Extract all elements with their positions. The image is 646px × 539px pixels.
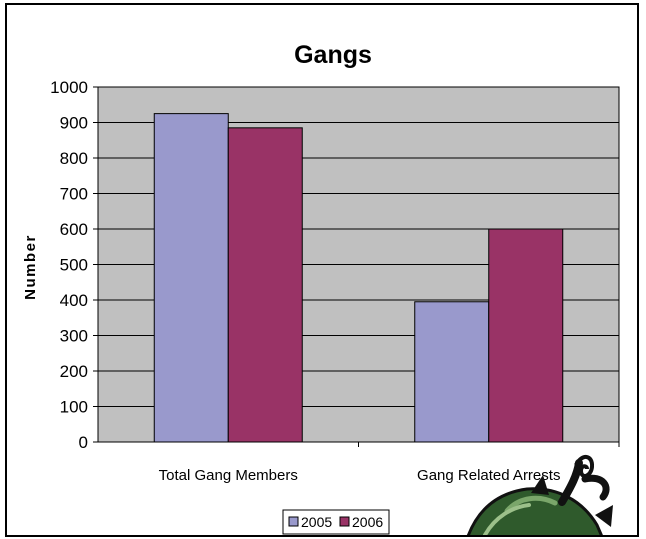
- legend-label-2006: 2006: [352, 514, 383, 530]
- legend-box: [282, 509, 390, 535]
- bar-2005-gang-related-arrests: [414, 301, 490, 443]
- y-tick-label: 300: [60, 327, 88, 346]
- y-tick-label: 500: [60, 256, 88, 275]
- legend-swatch-2005: [288, 516, 299, 527]
- y-tick-label: 600: [60, 220, 88, 239]
- y-tick-label: 1000: [50, 78, 88, 97]
- y-tick-label: 400: [60, 291, 88, 310]
- y-tick-label: 0: [79, 433, 88, 452]
- y-axis-ticks: 0 100 200 300 400 500 600 700 800 900 1000: [50, 78, 98, 452]
- bar-2005-total-gang-members: [153, 113, 229, 443]
- x-axis-categories: Total Gang Members Gang Related Arrests: [159, 442, 620, 484]
- y-axis-label: Number: [22, 234, 39, 300]
- chart-frame: Gangs 0 100 200 300 400 500 600 700 800 900 1000 T…: [5, 3, 639, 537]
- legend-label-2005: 2005: [301, 514, 332, 530]
- x-category-label: Total Gang Members: [159, 467, 298, 484]
- bar-2006-gang-related-arrests: [488, 228, 564, 443]
- bar-chart: Gangs 0 100 200 300 400 500 600 700 800 900 1000 T…: [22, 41, 620, 535]
- y-tick-label: 100: [60, 398, 88, 417]
- legend: 2005 2006: [282, 509, 390, 535]
- chart-title: Gangs: [294, 41, 372, 69]
- y-tick-label: 200: [60, 362, 88, 381]
- bars: [153, 113, 564, 443]
- turtle-logo-icon: [466, 455, 613, 535]
- legend-swatch-2006: [339, 516, 350, 527]
- bar-2006-total-gang-members: [227, 127, 303, 443]
- y-tick-label: 700: [60, 185, 88, 204]
- y-tick-label: 800: [60, 149, 88, 168]
- x-category-label: Gang Related Arrests: [417, 467, 560, 484]
- y-tick-label: 900: [60, 114, 88, 133]
